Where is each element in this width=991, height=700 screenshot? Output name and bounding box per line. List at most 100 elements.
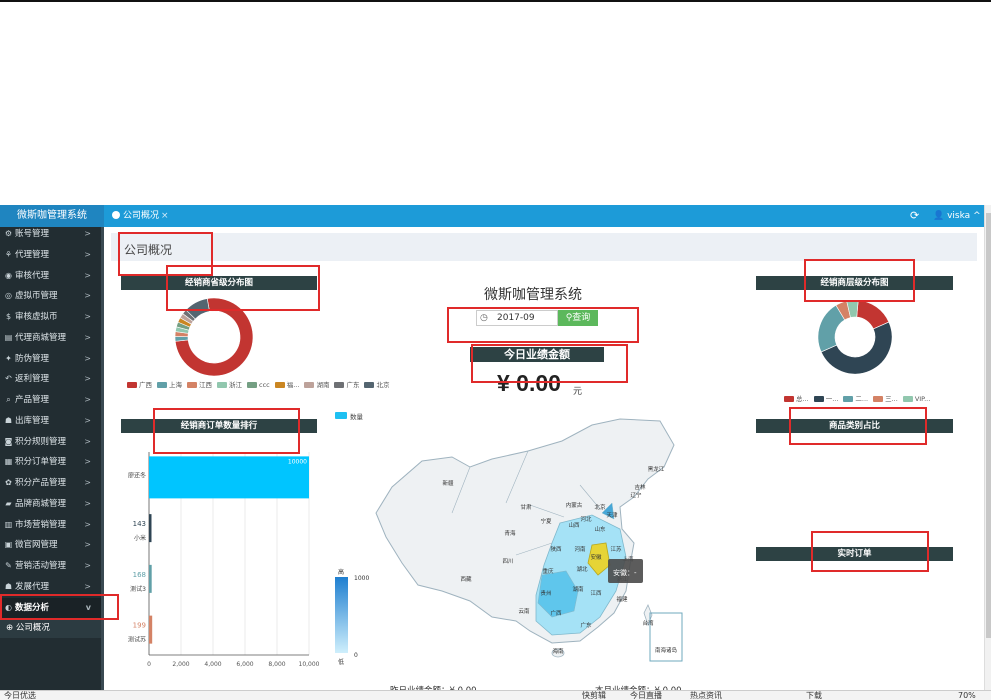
sidebar-item[interactable]: ▥ 市场营销管理 >	[0, 515, 101, 536]
chevron-right-icon: >	[84, 457, 91, 467]
taskbar-item-live[interactable]: 今日直播	[630, 691, 662, 700]
chevron-right-icon: >	[84, 581, 91, 591]
sidebar-item[interactable]: ▤ 代理商城管理 >	[0, 328, 101, 349]
sidebar-item[interactable]: ◐ 数据分析 v	[0, 597, 101, 619]
legend-item[interactable]: 二...	[843, 393, 868, 403]
plus-circle-icon: ⊕	[6, 623, 16, 634]
scrollbar-thumb[interactable]	[986, 213, 991, 638]
bar[interactable]	[149, 564, 152, 593]
sidebar-item-icon: ↶	[5, 374, 12, 384]
chevron-right-icon: >	[84, 478, 91, 487]
user-menu[interactable]: 👤 viska ^	[933, 205, 981, 227]
map-region-beijing[interactable]	[601, 502, 615, 520]
region-label: 海南	[552, 647, 564, 655]
legend-item[interactable]: 上海	[157, 379, 182, 389]
sidebar-item-label: 市场营销管理	[15, 519, 67, 530]
region-label: 吉林	[634, 483, 646, 491]
page-scrollbar[interactable]	[984, 205, 991, 690]
sidebar-item[interactable]: ☗ 出库管理 >	[0, 411, 101, 432]
legend-item[interactable]: 三...	[873, 393, 898, 403]
sidebar-item[interactable]: ▣ 微官网管理 >	[0, 535, 101, 556]
legend-item[interactable]: 总...	[784, 393, 809, 403]
sidebar-scrollbar[interactable]	[101, 227, 104, 690]
sidebar-item[interactable]: ✿ 积分产品管理 >	[0, 473, 101, 494]
level-donut-chart	[817, 299, 893, 375]
legend-swatch	[247, 382, 257, 388]
user-icon: 👤	[933, 211, 945, 221]
sidebar-item[interactable]: ▰ 品牌商城管理 >	[0, 494, 101, 515]
sidebar-item[interactable]: ◙ 积分规则管理 >	[0, 432, 101, 453]
sidebar-item[interactable]: ⌕ 产品管理 >	[0, 390, 101, 411]
bar[interactable]	[149, 514, 152, 543]
sidebar-item[interactable]: ◉ 审核代理 >	[0, 266, 101, 287]
taskbar-item-news[interactable]: 热点资讯	[690, 691, 722, 700]
region-label: 甘肃	[520, 503, 532, 511]
legend-item[interactable]: ccc	[247, 381, 270, 389]
map-region-anhui[interactable]	[587, 542, 611, 576]
sidebar-item-icon: ◉	[5, 270, 12, 280]
sidebar-item-icon: ◙	[4, 436, 13, 446]
sidebar-item[interactable]: ↶ 返利管理 >	[0, 369, 101, 390]
region-label: 四川	[502, 558, 513, 565]
legend-item[interactable]: 湖南	[304, 379, 329, 389]
region-label: 湖北	[576, 565, 588, 573]
sidebar-item-icon: ▤	[4, 332, 13, 342]
sidebar-item-icon: ◐	[5, 602, 12, 612]
bar[interactable]	[149, 456, 309, 499]
pie-slice[interactable]	[174, 297, 254, 377]
sidebar-item-icon: ⚘	[4, 249, 13, 259]
sidebar-item[interactable]: ✦ 防伪管理 >	[0, 349, 101, 370]
legend-item[interactable]: 浙江	[217, 379, 242, 389]
sidebar-item[interactable]: ◎ 虚拟币管理 >	[0, 286, 101, 307]
map-region-hainan[interactable]	[551, 648, 565, 658]
map-region-dense[interactable]	[537, 570, 579, 618]
sidebar-item-icon: ✎	[5, 561, 12, 570]
sidebar-item-label: 品牌商城管理	[15, 498, 67, 509]
taskbar-item-download[interactable]: 下载	[806, 691, 822, 700]
visual-map-bar[interactable]	[335, 577, 348, 653]
legend-item[interactable]: 北京	[364, 379, 389, 389]
taskbar-item-today[interactable]: 今日优选	[4, 691, 36, 700]
sidebar-item[interactable]: ✎ 营销活动管理 >	[0, 556, 101, 577]
sidebar-item[interactable]: ☗ 发展代理 >	[0, 577, 101, 598]
sidebar-item-icon: ⌕	[6, 395, 11, 404]
value-label: 143	[133, 520, 146, 528]
tab-close-icon[interactable]: ×	[161, 211, 169, 221]
sidebar-item[interactable]: ⚙ 账号管理 >	[0, 227, 101, 245]
taskbar-zoom[interactable]: 70%	[958, 691, 976, 700]
refresh-icon[interactable]: ⟳	[910, 209, 920, 222]
month-picker[interactable]: ◷ 2017-09	[476, 310, 558, 326]
legend-item[interactable]: 福...	[274, 379, 299, 389]
sidebar-subitem[interactable]: ⊕ 公司概况	[0, 618, 101, 639]
sidebar-item-label: 积分订单管理	[15, 457, 67, 468]
query-label: 查询	[572, 313, 591, 323]
sidebar-item[interactable]: $ 审核虚拟币 >	[0, 307, 101, 328]
region-label: 台湾	[642, 619, 654, 627]
query-button[interactable]: ⚲查询	[558, 310, 598, 326]
legend-item[interactable]: 广西	[127, 379, 152, 389]
region-label: 云南	[518, 607, 530, 615]
legend-item[interactable]: VIP...	[902, 395, 930, 403]
taskbar-item-clip[interactable]: 快剪辑	[582, 691, 606, 700]
sidebar-item-icon: ☗	[4, 581, 13, 591]
pie-slice[interactable]	[820, 321, 893, 375]
tab-company-overview[interactable]: 公司概况 ×	[112, 205, 169, 227]
sidebar-item[interactable]: ⚘ 代理管理 >	[0, 245, 101, 266]
china-outline	[375, 418, 683, 662]
legend-item[interactable]: 江西	[187, 379, 212, 389]
pie-slice[interactable]	[185, 298, 210, 320]
app-brand[interactable]: 微斯咖管理系统	[0, 205, 104, 227]
sidebar-item-label: 账号管理	[15, 229, 50, 239]
sidebar-item-icon: ▣	[4, 540, 13, 550]
legend-item[interactable]: 一...	[813, 393, 838, 403]
chevron-right-icon: >	[84, 519, 91, 529]
map-legend-swatch[interactable]	[335, 412, 347, 419]
sidebar-item[interactable]: ▦ 积分订单管理 >	[0, 452, 101, 473]
legend-swatch	[873, 396, 884, 402]
sidebar-item-label: 发展代理	[15, 581, 50, 592]
legend-item[interactable]: 广东	[334, 379, 359, 389]
bar[interactable]	[149, 615, 153, 644]
legend-label: ccc	[259, 381, 270, 389]
section-province: 经销商省级分布图	[121, 276, 317, 290]
